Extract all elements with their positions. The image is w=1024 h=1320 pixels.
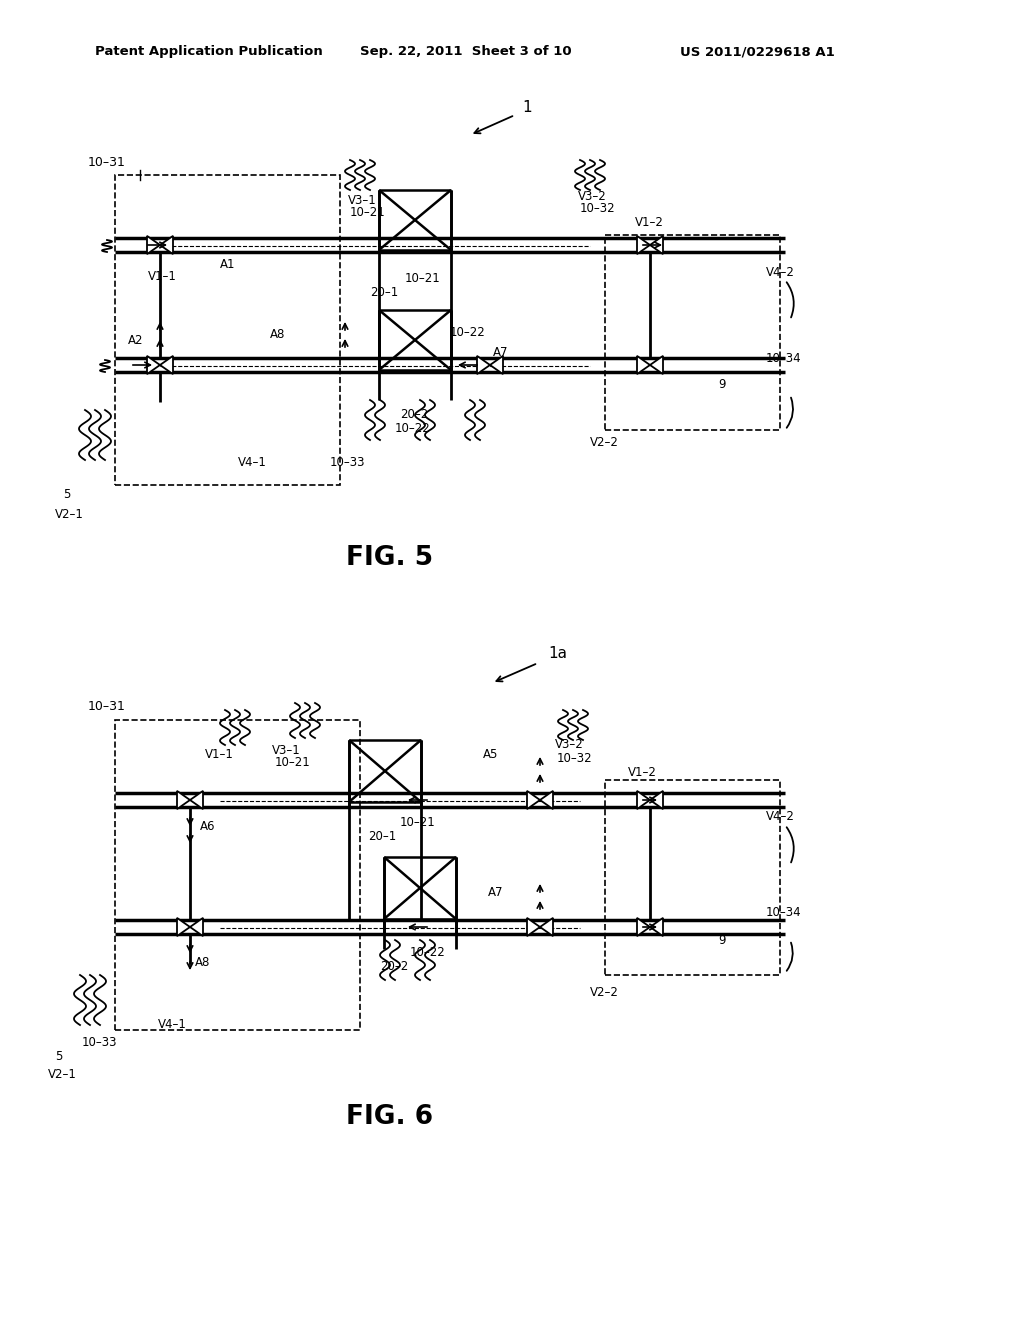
Text: A8: A8: [195, 957, 210, 969]
Text: Sep. 22, 2011  Sheet 3 of 10: Sep. 22, 2011 Sheet 3 of 10: [360, 45, 571, 58]
Text: FIG. 5: FIG. 5: [346, 545, 433, 572]
Text: V2–1: V2–1: [48, 1068, 77, 1081]
Text: A1: A1: [220, 259, 236, 272]
Text: A5: A5: [483, 748, 499, 762]
Text: 10–31: 10–31: [88, 156, 126, 169]
Bar: [115, 176, 340, 484]
Text: V2–1: V2–1: [55, 508, 84, 521]
Polygon shape: [527, 917, 540, 936]
Text: 10–32: 10–32: [580, 202, 615, 215]
Text: A7: A7: [488, 887, 504, 899]
Text: V3–2: V3–2: [555, 738, 584, 751]
Text: V3–1: V3–1: [348, 194, 377, 206]
Text: 20–1: 20–1: [370, 285, 398, 298]
Text: 10–22: 10–22: [410, 946, 445, 960]
Polygon shape: [177, 791, 190, 809]
Polygon shape: [637, 236, 650, 253]
Polygon shape: [650, 917, 663, 936]
Polygon shape: [190, 917, 203, 936]
Text: V3–2: V3–2: [578, 190, 607, 202]
Text: A7: A7: [493, 346, 509, 359]
Polygon shape: [527, 791, 540, 809]
Text: 1a: 1a: [548, 645, 567, 660]
Text: 20–2: 20–2: [380, 961, 409, 974]
Bar: [115, 719, 360, 1030]
Text: 5: 5: [55, 1051, 62, 1064]
Text: Patent Application Publication: Patent Application Publication: [95, 45, 323, 58]
Text: 10–33: 10–33: [330, 455, 366, 469]
Text: US 2011/0229618 A1: US 2011/0229618 A1: [680, 45, 835, 58]
Polygon shape: [650, 236, 663, 253]
Polygon shape: [650, 356, 663, 374]
Text: FIG. 6: FIG. 6: [346, 1104, 433, 1130]
Polygon shape: [540, 791, 553, 809]
Text: 10–21: 10–21: [406, 272, 440, 285]
Polygon shape: [177, 917, 190, 936]
Polygon shape: [490, 356, 503, 374]
Text: 9: 9: [718, 933, 725, 946]
Text: 20–2: 20–2: [400, 408, 428, 421]
Text: V1–2: V1–2: [635, 215, 664, 228]
Text: V2–2: V2–2: [590, 986, 618, 999]
Text: 10–21: 10–21: [275, 756, 310, 770]
Text: 10–32: 10–32: [557, 751, 593, 764]
Text: 1: 1: [522, 100, 531, 116]
Polygon shape: [160, 356, 173, 374]
Text: 10–21: 10–21: [400, 817, 436, 829]
Text: 10–34: 10–34: [766, 907, 802, 920]
Text: 10–31: 10–31: [88, 701, 126, 714]
Text: V3–1: V3–1: [272, 743, 301, 756]
Polygon shape: [477, 356, 490, 374]
Text: V4–2: V4–2: [766, 810, 795, 824]
Text: 10–22: 10–22: [450, 326, 485, 338]
Polygon shape: [190, 791, 203, 809]
Text: 5: 5: [63, 488, 71, 502]
Text: V4–2: V4–2: [766, 265, 795, 279]
Polygon shape: [147, 356, 160, 374]
Text: V1–2: V1–2: [628, 767, 656, 780]
Text: V1–1: V1–1: [205, 748, 233, 762]
Bar: [605, 235, 780, 430]
Text: V4–1: V4–1: [158, 1019, 186, 1031]
Text: V1–1: V1–1: [148, 271, 177, 284]
Polygon shape: [637, 356, 650, 374]
Text: A8: A8: [270, 329, 286, 342]
Text: 10–22: 10–22: [395, 421, 431, 434]
Text: V4–1: V4–1: [238, 455, 267, 469]
Polygon shape: [147, 236, 160, 253]
Polygon shape: [160, 236, 173, 253]
Text: V2–2: V2–2: [590, 436, 618, 449]
Polygon shape: [650, 791, 663, 809]
Text: 20–1: 20–1: [368, 830, 396, 843]
Polygon shape: [540, 917, 553, 936]
Text: 10–34: 10–34: [766, 351, 802, 364]
Text: 9: 9: [718, 379, 725, 392]
Text: 10–33: 10–33: [82, 1036, 118, 1049]
Text: A2: A2: [128, 334, 143, 346]
Text: 10–21: 10–21: [350, 206, 386, 219]
Polygon shape: [637, 791, 650, 809]
Polygon shape: [637, 917, 650, 936]
Bar: [605, 780, 780, 975]
Text: A6: A6: [200, 821, 215, 833]
